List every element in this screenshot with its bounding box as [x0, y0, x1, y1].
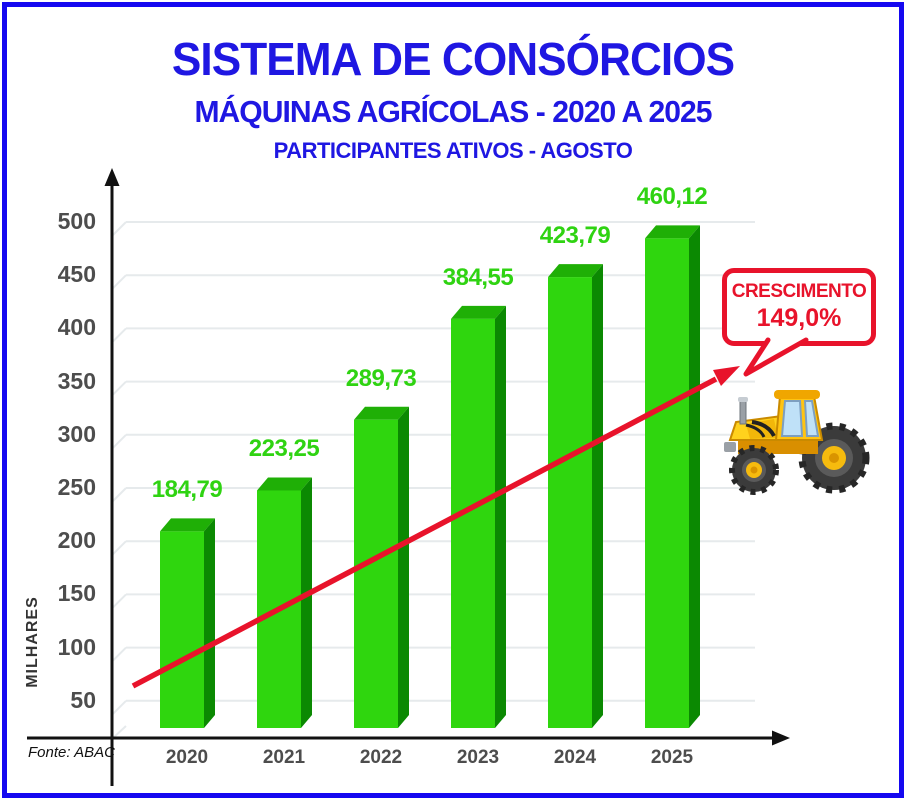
bar-side-face: [495, 305, 506, 728]
bar-top-face: [257, 477, 312, 491]
page-title: SISTEMA DE CONSÓRCIOS: [171, 33, 735, 85]
gridline-depth-edge: [112, 646, 127, 662]
gridline-depth-edge: [112, 487, 127, 502]
bar: [354, 419, 398, 728]
gridline-depth-edge: [112, 380, 127, 396]
bar-top-face: [645, 225, 700, 239]
bar: [548, 277, 592, 728]
bar: [645, 238, 689, 729]
trend-arrowhead-icon: [713, 366, 740, 386]
floor-depth-edge: [112, 725, 127, 739]
bar-side-face: [301, 477, 312, 728]
bar-side-face: [398, 406, 409, 728]
bar-top-face: [160, 518, 215, 532]
bar-top-face: [354, 406, 409, 420]
gridline-depth-edge: [112, 434, 127, 449]
bar-top-face: [451, 305, 506, 319]
bar-top-face: [548, 264, 603, 278]
page-subtitle: MÁQUINAS AGRÍCOLAS - 2020 A 2025: [194, 93, 712, 129]
source-note: Fonte: ABAC: [28, 744, 115, 761]
trend-arrow-line: [131, 376, 718, 689]
bar-side-face: [592, 264, 603, 728]
growth-callout-label: CRESCIMENTO: [731, 281, 867, 302]
page-subtitle-2: PARTICIPANTES ATIVOS - AGOSTO: [273, 137, 633, 163]
bar-side-face: [204, 518, 215, 728]
growth-callout: CRESCIMENTO 149,0%: [722, 268, 876, 346]
bar: [160, 531, 204, 728]
gridline-depth-edge: [112, 593, 127, 609]
gridline-depth-edge: [112, 274, 127, 289]
gridline-depth-edge: [112, 700, 127, 715]
x-axis-arrowhead-icon: [772, 730, 790, 746]
gridline-depth-edge: [112, 540, 127, 555]
tractor-icon: [724, 390, 870, 495]
bar: [451, 318, 495, 728]
bar-side-face: [689, 225, 700, 729]
y-axis-title: MILHARES: [24, 596, 41, 688]
gridline-depth-edge: [112, 327, 127, 343]
growth-callout-value: 149,0%: [756, 304, 842, 332]
title-block: SISTEMA DE CONSÓRCIOS MÁQUINAS AGRÍCOLAS…: [0, 34, 906, 164]
gridline-depth-edge: [112, 221, 127, 236]
y-axis-arrowhead-icon: [104, 168, 120, 186]
